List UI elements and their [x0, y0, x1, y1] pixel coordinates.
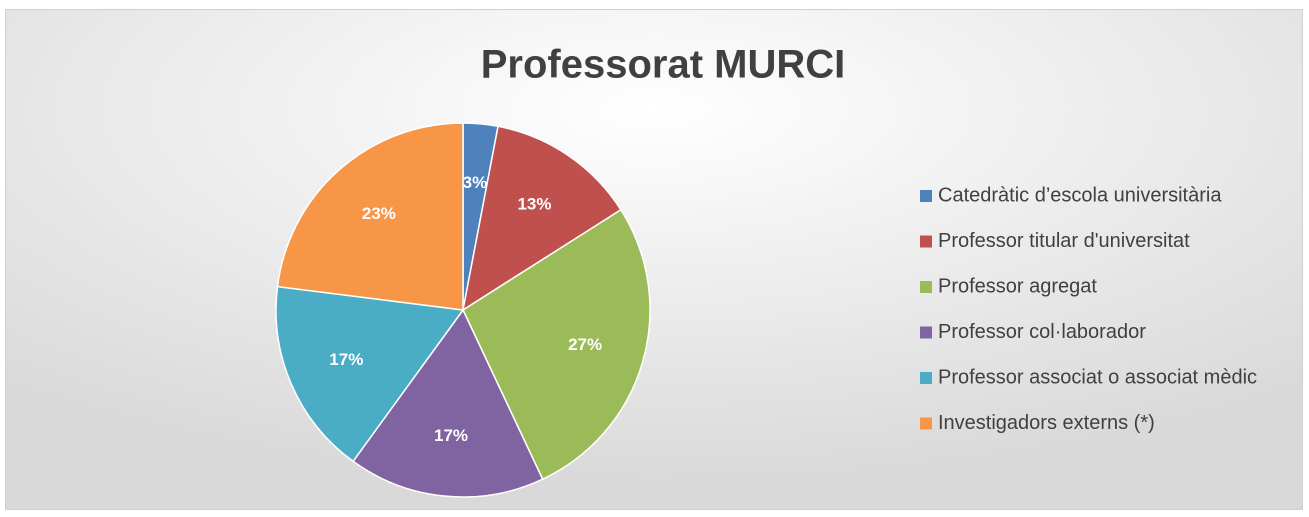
- legend-swatch: [920, 326, 932, 339]
- legend-label: Catedràtic d’escola universitària: [938, 184, 1222, 206]
- legend-swatch: [920, 190, 932, 202]
- data-label: 13%: [517, 194, 551, 213]
- pie-slice: [276, 122, 464, 311]
- data-label: 17%: [434, 426, 468, 445]
- data-label: 3%: [463, 173, 488, 192]
- chart-area: [5, 9, 1303, 510]
- pie-slice: [352, 308, 544, 498]
- legend-swatch: [920, 372, 932, 384]
- legend-label: Professor agregat: [938, 275, 1097, 297]
- chart-title: Professorat MURCI: [481, 43, 846, 87]
- pie-slice: [462, 208, 651, 481]
- legend-label: Investigadors externs (*): [938, 412, 1155, 434]
- pie-slice: [461, 125, 622, 312]
- legend-swatch: [920, 281, 932, 293]
- data-label: 23%: [362, 204, 396, 223]
- legend-label: Professor associat o associat mèdic: [938, 366, 1257, 388]
- data-label: 17%: [329, 350, 363, 369]
- data-label: 27%: [568, 335, 602, 354]
- legend-label: Professor titular d'universitat: [938, 230, 1190, 252]
- legend-label: Professor col·laborador: [938, 321, 1146, 343]
- legend-swatch: [920, 417, 932, 430]
- pie-slice: [275, 285, 465, 463]
- legend-swatch: [920, 235, 932, 248]
